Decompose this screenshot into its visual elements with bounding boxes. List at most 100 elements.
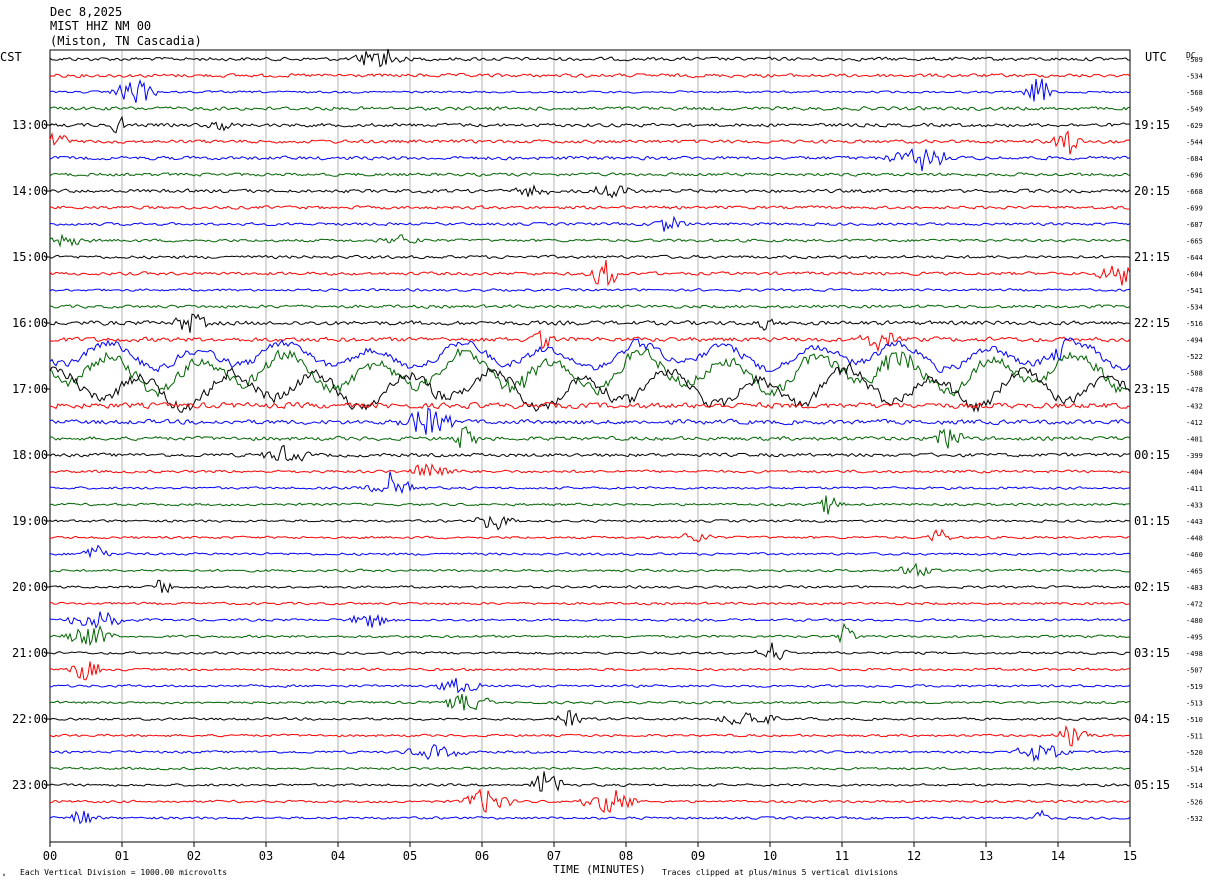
x-tick-label-09: 09 [691, 849, 705, 863]
left-time-label: 20:00 [12, 580, 48, 594]
trace-40-green [49, 693, 1131, 711]
trace-30-red [49, 528, 1131, 543]
left-time-label: 23:00 [12, 778, 48, 792]
trace-19-blue [49, 337, 1131, 374]
trace-26-red [49, 463, 1131, 477]
dc-offset-label: -411 [1186, 485, 1203, 493]
right-time-label: 20:15 [1134, 184, 1170, 198]
trace-44-green [49, 766, 1131, 771]
trace-32-green [49, 562, 1131, 578]
trace-35-blue [49, 611, 1131, 629]
dc-header-label: DC [1186, 51, 1196, 60]
x-tick-label-10: 10 [763, 849, 777, 863]
dc-offset-label: -510 [1186, 716, 1203, 724]
dc-offset-label: -684 [1186, 155, 1203, 163]
dc-offset-labels: -509 -534 -568 -549 -629 -544 -684 -696 -668 -699… [1186, 56, 1203, 823]
dc-offset-label: -514 [1186, 782, 1203, 790]
clip-note: Traces clipped at plus/minus 5 vertical … [662, 868, 898, 877]
dc-offset-label: -509 [1186, 56, 1203, 64]
trace-27-blue [49, 471, 1131, 495]
trace-7-blue [49, 147, 1131, 172]
x-tick-label-07: 07 [547, 849, 561, 863]
dc-offset-label: -644 [1186, 254, 1203, 262]
dc-offset-label: -687 [1186, 221, 1203, 229]
trace-45-black [49, 771, 1130, 792]
dc-offset-label: -495 [1186, 634, 1203, 642]
dc-offset-label: -513 [1186, 700, 1203, 708]
right-time-label: 19:15 [1134, 118, 1170, 132]
dc-offset-label: -519 [1186, 683, 1203, 691]
x-tick-label-01: 01 [115, 849, 129, 863]
dc-offset-label: -412 [1186, 419, 1203, 427]
dc-offset-label: -549 [1186, 106, 1203, 114]
right-timezone-label: UTC [1145, 50, 1167, 64]
dc-offset-label: -433 [1186, 502, 1203, 510]
trace-14-red [49, 259, 1131, 287]
right-time-label: 01:15 [1134, 514, 1170, 528]
dc-offset-label: -668 [1186, 188, 1203, 196]
trace-21-black [49, 362, 1131, 413]
dc-offset-label: -526 [1186, 799, 1203, 807]
dc-offset-label: -480 [1186, 617, 1203, 625]
dc-offset-label: -699 [1186, 205, 1203, 213]
header-station: MIST HHZ NM 00 [50, 19, 151, 33]
right-time-label: 03:15 [1134, 646, 1170, 660]
x-tick-label-06: 06 [475, 849, 489, 863]
right-time-label: 23:15 [1134, 382, 1170, 396]
trace-31-blue [49, 544, 1131, 559]
x-tick-label-02: 02 [187, 849, 201, 863]
header-location: (Miston, TN Cascadia) [50, 34, 202, 48]
trace-4-green [49, 106, 1131, 111]
left-timezone-label: CST [0, 50, 22, 64]
header-date: Dec 8,2025 [50, 5, 122, 19]
plot-frame [49, 49, 1131, 843]
dc-offset-label: -507 [1186, 667, 1203, 675]
trace-13-black [49, 254, 1131, 260]
right-time-label: 04:15 [1134, 712, 1170, 726]
minute-gridlines [121, 50, 1059, 842]
trace-2-red [49, 73, 1131, 79]
trace-9-black [49, 184, 1131, 199]
trace-37-black [49, 642, 1130, 661]
dc-offset-label: -478 [1186, 386, 1203, 394]
dc-offset-label: -696 [1186, 172, 1203, 180]
dc-offset-label: -483 [1186, 584, 1203, 592]
trace-43-blue [49, 744, 1131, 763]
trace-34-red [49, 601, 1131, 606]
dc-offset-label: -443 [1186, 518, 1203, 526]
trace-36-green [49, 622, 1131, 647]
x-tick-label-03: 03 [259, 849, 273, 863]
x-tick-label-15: 15 [1123, 849, 1137, 863]
trace-38-red [49, 661, 1131, 681]
dc-offset-label: -568 [1186, 89, 1203, 97]
dc-offset-label: -588 [1186, 370, 1203, 378]
dc-offset-label: -511 [1186, 733, 1203, 741]
trace-18-red [49, 329, 1131, 353]
x-tick-label-08: 08 [619, 849, 633, 863]
left-time-label: 21:00 [12, 646, 48, 660]
right-time-label: 22:15 [1134, 316, 1170, 330]
left-time-label: 22:00 [12, 712, 48, 726]
left-time-label: 13:00 [12, 118, 48, 132]
dc-offset-label: -432 [1186, 403, 1203, 411]
dc-offset-label: -404 [1186, 469, 1203, 477]
trace-1-black [49, 48, 1131, 68]
trace-17-black [49, 313, 1130, 333]
right-time-label: 00:15 [1134, 448, 1170, 462]
x-axis-ticks: 00 01 02 03 04 05 06 07 08 09 10 11 12 13 14 15 [43, 842, 1137, 863]
trace-39-blue [50, 677, 1131, 694]
trace-28-green [49, 495, 1131, 515]
left-time-label: 14:00 [12, 184, 48, 198]
trace-20-green [49, 347, 1131, 398]
trace-46-red [49, 788, 1130, 814]
dc-offset-label: -448 [1186, 535, 1203, 543]
scale-note: Each Vertical Division = 1000.00 microvo… [20, 868, 227, 877]
left-time-label: 17:00 [12, 382, 48, 396]
trace-6-red [49, 130, 1131, 155]
dc-offset-label: -399 [1186, 452, 1203, 460]
x-tick-label-05: 05 [403, 849, 417, 863]
dc-offset-label: -544 [1186, 139, 1203, 147]
left-time-label: 18:00 [12, 448, 48, 462]
trace-41-black [49, 709, 1131, 728]
x-tick-label-13: 13 [979, 849, 993, 863]
